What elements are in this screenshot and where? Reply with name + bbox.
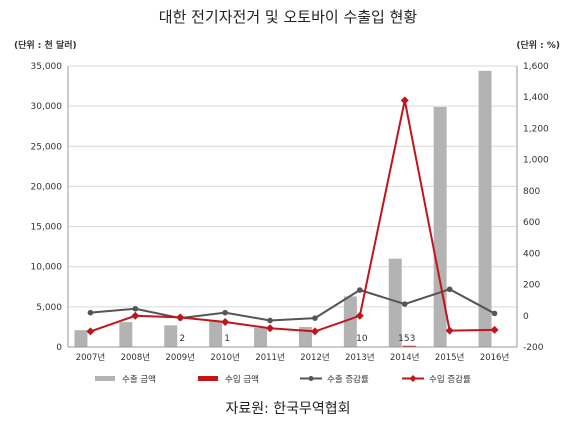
legend-swatch: [95, 376, 115, 381]
point: [222, 309, 228, 316]
y-right-tick-label: 0: [523, 312, 529, 322]
x-tick-label: 2014년: [390, 352, 419, 363]
bar: [343, 296, 357, 347]
grid: [68, 65, 517, 348]
legend-marker: [308, 376, 314, 381]
x-tick-label: 2010년: [210, 352, 239, 363]
data-label: 10: [356, 334, 368, 344]
bar: [164, 325, 178, 347]
data-label: 1: [224, 334, 230, 344]
y-right-tick-label: 400: [523, 249, 540, 259]
data-labels: 2 1 10 153: [179, 334, 415, 344]
y-left-tick-label: 5,000: [36, 303, 62, 313]
chart-title: 대한 전기자전거 및 오토바이 수출입 현황: [159, 8, 418, 26]
y-right-tick-label: 1,600: [523, 62, 549, 72]
bar: [209, 320, 223, 347]
point: [266, 324, 275, 333]
y-left-tick-label: 25,000: [31, 142, 63, 152]
point: [445, 326, 454, 335]
point: [267, 317, 273, 324]
point: [87, 309, 94, 316]
series-line: [90, 288, 496, 322]
point: [446, 286, 453, 293]
legend-label: 수입 증감률: [429, 374, 471, 385]
point: [131, 311, 140, 320]
y-right-tick-label: 1,000: [523, 156, 549, 166]
point: [491, 310, 498, 317]
y-left-tick-label: 30,000: [31, 102, 63, 112]
x-tick-label: 2007년: [76, 352, 105, 363]
right-axis-unit: (단위 : %): [516, 39, 560, 51]
y-left-tick-label: 35,000: [31, 62, 63, 72]
x-tick-label: 2013년: [345, 352, 374, 363]
legend: 수출 금액 수입 금액 수출 증감률 수입 증감률: [95, 374, 471, 385]
legend-swatch: [198, 376, 218, 381]
y-right-tick-label: -200: [523, 343, 544, 353]
point: [401, 301, 408, 307]
x-tick-label: 2011년: [255, 352, 284, 363]
bar: [119, 322, 133, 347]
point: [312, 315, 318, 321]
axes: 0 5,000 10,000 15,000 20,000 25,000 30,000 35,0…: [31, 62, 550, 363]
x-tick-label: 2012년: [300, 352, 329, 363]
legend-marker: [409, 375, 417, 382]
x-tick-label: 2016년: [480, 352, 509, 363]
point: [86, 327, 95, 336]
data-label: 2: [179, 334, 185, 344]
bars: [74, 70, 492, 348]
legend-label: 수입 금액: [225, 374, 259, 385]
bar: [433, 106, 447, 348]
y-right-tick-label: 1,200: [523, 124, 549, 134]
point: [355, 311, 364, 320]
bar: [402, 345, 416, 347]
point: [357, 287, 363, 293]
point: [132, 305, 139, 312]
y-left-tick-label: 0: [56, 343, 62, 353]
source-note: 자료원: 한국무역협회: [225, 401, 350, 417]
y-left-tick-label: 10,000: [31, 263, 63, 273]
legend-label: 수출 금액: [122, 374, 156, 385]
bar: [388, 258, 402, 347]
data-label: 153: [398, 334, 415, 344]
y-right-tick-label: 1,400: [523, 93, 549, 103]
y-right-tick-label: 600: [523, 218, 540, 228]
left-axis-unit: (단위 : 천 달러): [14, 39, 77, 51]
point: [400, 96, 409, 105]
bar: [478, 70, 492, 348]
series-line: [90, 100, 495, 333]
lines: [86, 96, 499, 336]
y-left-tick-label: 15,000: [31, 223, 63, 233]
point: [310, 327, 319, 336]
point: [221, 318, 230, 327]
x-tick-label: 2009년: [166, 352, 195, 363]
y-left-tick-label: 20,000: [31, 182, 63, 192]
point: [490, 325, 499, 334]
y-right-tick-label: 800: [523, 187, 540, 197]
point: [176, 313, 185, 322]
bar: [254, 327, 268, 347]
bar: [74, 330, 88, 347]
legend-label: 수출 증감률: [327, 374, 369, 385]
x-tick-label: 2015년: [435, 352, 464, 363]
y-right-tick-label: 200: [523, 281, 540, 291]
x-tick-label: 2008년: [121, 352, 150, 363]
